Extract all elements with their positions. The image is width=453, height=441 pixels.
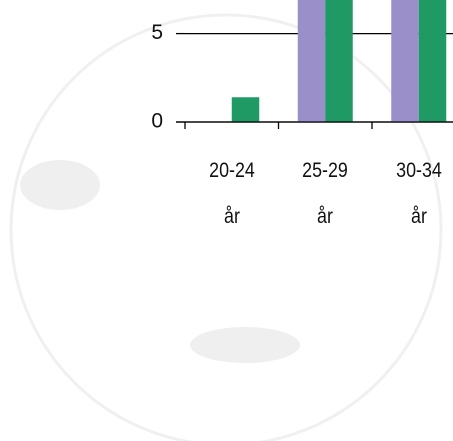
bar <box>325 0 353 122</box>
x-tick-label: 25-29 år <box>302 159 349 228</box>
bar <box>231 97 260 122</box>
bar <box>297 0 326 122</box>
x-tick-label: 20-24 år <box>208 159 255 228</box>
watermark <box>9 13 443 441</box>
y-tick-label: 5 <box>151 21 163 44</box>
x-tick-label: 30-34 år <box>395 159 442 228</box>
bar <box>391 0 419 122</box>
y-tick-label: 0 <box>151 110 163 133</box>
bar <box>418 0 447 122</box>
